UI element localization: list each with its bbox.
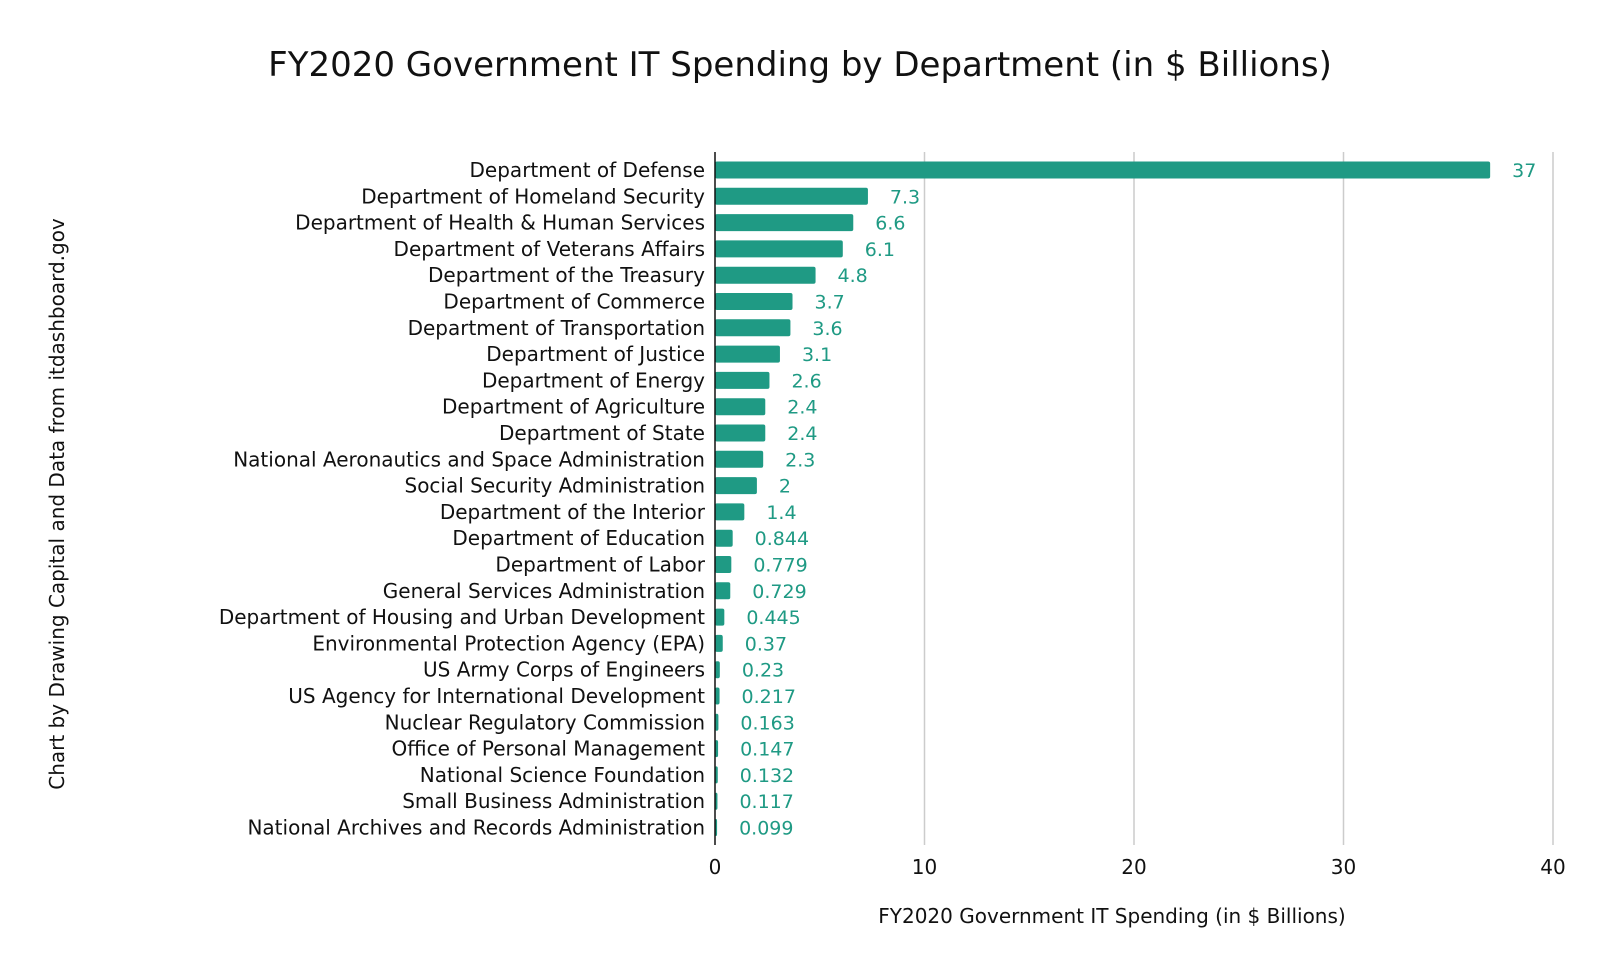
value-label-17: 0.445 [746, 607, 800, 629]
bar-20 [715, 687, 720, 705]
chart-title: FY2020 Government IT Spending by Departm… [268, 45, 1332, 85]
value-label-9: 2.4 [787, 397, 817, 419]
value-label-6: 3.6 [812, 318, 842, 340]
category-label-22: Office of Personal Management [392, 737, 706, 761]
bar-17 [715, 608, 725, 626]
value-label-22: 0.147 [740, 739, 794, 761]
category-label-5: Department of Commerce [443, 290, 705, 314]
category-label-10: Department of State [499, 421, 705, 445]
gridlines [923, 152, 1554, 845]
value-label-11: 2.3 [785, 449, 815, 471]
value-label-14: 0.844 [755, 528, 809, 550]
bar-19 [715, 661, 720, 679]
x-tick-label-4: 40 [1540, 855, 1565, 879]
bar-8 [715, 371, 770, 389]
value-label-20: 0.217 [742, 686, 796, 708]
category-label-20: US Agency for International Development [288, 684, 705, 708]
value-label-8: 2.6 [791, 370, 821, 392]
x-tick-label-0: 0 [709, 855, 722, 879]
x-axis-title: FY2020 Government IT Spending (in $ Bill… [878, 904, 1345, 928]
value-label-5: 3.7 [815, 292, 845, 314]
value-label-23: 0.132 [740, 765, 794, 787]
value-label-1: 7.3 [890, 186, 920, 208]
value-labels: 37 7.3 6.6 6.1 4.8 3.7 3.6 3.1 2.6 2.4 2.4 2.3 2 1.4 0… [739, 160, 1536, 840]
chart-source-note: Chart by Drawing Capital and Data from i… [45, 218, 69, 790]
category-label-19: US Army Corps of Engineers [423, 658, 705, 682]
category-label-18: Environmental Protection Agency (EPA) [312, 631, 705, 655]
category-label-0: Department of Defense [470, 158, 705, 182]
value-label-25: 0.099 [739, 818, 793, 840]
value-label-0: 37 [1512, 160, 1536, 182]
category-label-1: Department of Homeland Security [361, 184, 705, 208]
category-label-21: Nuclear Regulatory Commission [385, 710, 705, 734]
value-label-10: 2.4 [787, 423, 817, 445]
bars [715, 161, 1491, 836]
category-label-24: Small Business Administration [402, 789, 705, 813]
category-label-8: Department of Energy [482, 368, 705, 392]
category-label-16: General Services Administration [383, 579, 705, 603]
bar-22 [715, 740, 719, 758]
category-label-6: Department of Transportation [408, 316, 705, 340]
bar-14 [715, 529, 733, 547]
category-label-15: Department of Labor [495, 553, 705, 577]
bar-12 [715, 477, 757, 495]
bar-4 [715, 266, 816, 284]
bar-3 [715, 240, 843, 258]
bar-15 [715, 556, 732, 573]
value-label-18: 0.37 [745, 633, 787, 655]
value-label-24: 0.117 [739, 791, 793, 813]
x-tick-label-2: 20 [1121, 855, 1146, 879]
category-label-23: National Science Foundation [420, 763, 705, 787]
bar-6 [715, 319, 791, 337]
value-label-4: 4.8 [838, 265, 868, 287]
value-label-2: 6.6 [875, 213, 905, 235]
category-label-25: National Archives and Records Administra… [247, 816, 705, 840]
x-tick-label-1: 10 [912, 855, 937, 879]
bar-16 [715, 582, 731, 600]
category-label-4: Department of the Treasury [428, 263, 705, 287]
category-label-13: Department of the Interior [440, 500, 706, 524]
bar-21 [715, 713, 719, 731]
bar-13 [715, 503, 745, 521]
bar-1 [715, 187, 868, 205]
category-label-9: Department of Agriculture [442, 395, 705, 419]
bar-0 [715, 161, 1491, 179]
category-label-7: Department of Justice [486, 342, 705, 366]
value-label-19: 0.23 [742, 660, 784, 682]
category-label-11: National Aeronautics and Space Administr… [233, 447, 705, 471]
category-label-12: Social Security Administration [405, 474, 706, 498]
value-label-3: 6.1 [865, 239, 895, 261]
bar-9 [715, 398, 766, 416]
value-label-12: 2 [779, 476, 791, 498]
bar-2 [715, 214, 854, 232]
value-label-7: 3.1 [802, 344, 832, 366]
value-label-15: 0.779 [753, 555, 807, 577]
bar-11 [715, 450, 764, 468]
bar-7 [715, 345, 780, 363]
category-label-2: Department of Health & Human Services [295, 211, 705, 235]
bar-18 [715, 634, 723, 652]
value-label-13: 1.4 [766, 502, 796, 524]
category-label-17: Department of Housing and Urban Developm… [219, 605, 705, 629]
value-label-21: 0.163 [740, 712, 794, 734]
category-label-14: Department of Education [452, 526, 705, 550]
value-label-16: 0.729 [752, 581, 806, 603]
bar-10 [715, 424, 766, 442]
bar-5 [715, 293, 793, 310]
x-tick-label-3: 30 [1331, 855, 1356, 879]
x-tick-labels: 0 10 20 30 40 [709, 855, 1566, 879]
category-label-3: Department of Veterans Affairs [394, 237, 705, 261]
